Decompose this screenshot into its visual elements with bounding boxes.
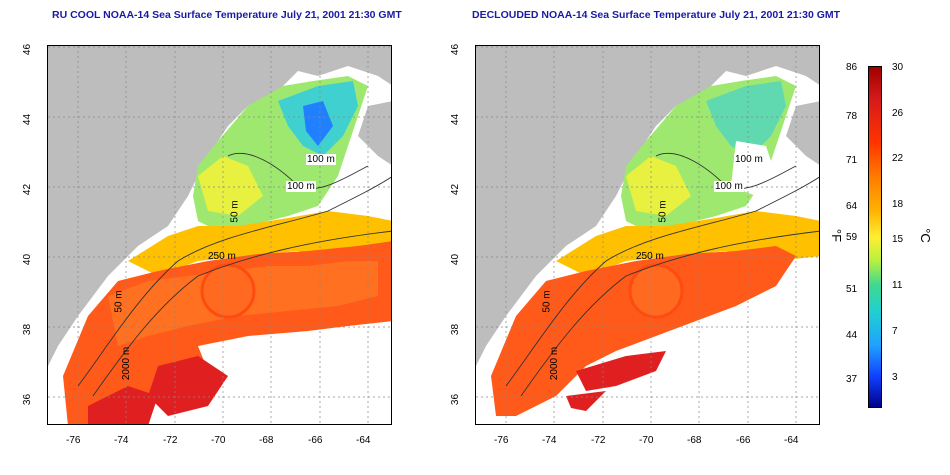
y-tick: 44 xyxy=(450,113,462,126)
right-sst-map-graphic xyxy=(476,46,819,424)
contour-label: 50 m xyxy=(229,200,241,223)
x-tick: -64 xyxy=(784,435,799,446)
y-tick: 46 xyxy=(22,43,34,56)
y-tick: 40 xyxy=(22,253,34,266)
celsius-tick: 3 xyxy=(892,372,898,383)
contour-label: 250 m xyxy=(636,251,664,262)
celsius-tick: 22 xyxy=(892,153,904,164)
x-tick: -70 xyxy=(639,435,654,446)
fahrenheit-tick: 37 xyxy=(846,374,858,385)
contour-label: 100 m xyxy=(306,154,336,165)
y-tick: 38 xyxy=(22,323,34,336)
x-tick: -76 xyxy=(494,435,509,446)
celsius-tick: 26 xyxy=(892,108,904,119)
fahrenheit-tick: 86 xyxy=(846,62,858,73)
x-tick: -68 xyxy=(687,435,702,446)
contour-label: 2000 m xyxy=(121,346,133,381)
fahrenheit-tick: 59 xyxy=(846,232,858,243)
contour-label: 50 m xyxy=(657,200,669,223)
left-sst-map-graphic xyxy=(48,46,391,424)
fahrenheit-unit-label: °F xyxy=(829,228,845,243)
celsius-tick: 15 xyxy=(892,234,904,245)
x-tick: -66 xyxy=(736,435,751,446)
x-tick: -74 xyxy=(114,435,129,446)
x-tick: -66 xyxy=(308,435,323,446)
temperature-colorbar xyxy=(868,66,882,408)
celsius-tick: 18 xyxy=(892,199,904,210)
celsius-unit-label: °C xyxy=(917,228,933,243)
celsius-tick: 7 xyxy=(892,326,898,337)
right-sst-map[interactable]: 100 m 100 m 50 m 250 m 50 m 2000 m xyxy=(475,45,820,425)
y-tick: 36 xyxy=(22,393,34,406)
x-tick: -72 xyxy=(591,435,606,446)
contour-label: 2000 m xyxy=(549,346,561,381)
y-tick: 38 xyxy=(450,323,462,336)
x-tick: -76 xyxy=(66,435,81,446)
contour-label: 250 m xyxy=(208,251,236,262)
celsius-tick: 30 xyxy=(892,62,904,73)
contour-label: 100 m xyxy=(714,181,744,192)
x-tick: -68 xyxy=(259,435,274,446)
x-tick: -70 xyxy=(211,435,226,446)
fahrenheit-tick: 44 xyxy=(846,330,858,341)
y-tick: 44 xyxy=(22,113,34,126)
x-tick: -74 xyxy=(542,435,557,446)
left-sst-map[interactable]: 100 m 100 m 50 m 250 m 50 m 2000 m xyxy=(47,45,392,425)
y-tick: 46 xyxy=(450,43,462,56)
left-map-title: RU COOL NOAA-14 Sea Surface Temperature … xyxy=(52,9,402,21)
y-tick: 40 xyxy=(450,253,462,266)
fahrenheit-tick: 71 xyxy=(846,155,858,166)
x-tick: -64 xyxy=(356,435,371,446)
y-tick: 36 xyxy=(450,393,462,406)
contour-label: 100 m xyxy=(734,154,764,165)
contour-label: 50 m xyxy=(541,290,553,313)
y-tick: 42 xyxy=(450,183,462,196)
fahrenheit-tick: 64 xyxy=(846,201,858,212)
y-tick: 42 xyxy=(22,183,34,196)
right-map-title: DECLOUDED NOAA-14 Sea Surface Temperatur… xyxy=(472,9,841,21)
fahrenheit-tick: 78 xyxy=(846,111,858,122)
fahrenheit-tick: 51 xyxy=(846,284,858,295)
contour-label: 100 m xyxy=(286,181,316,192)
x-tick: -72 xyxy=(163,435,178,446)
contour-label: 50 m xyxy=(113,290,125,313)
celsius-tick: 11 xyxy=(892,280,903,291)
